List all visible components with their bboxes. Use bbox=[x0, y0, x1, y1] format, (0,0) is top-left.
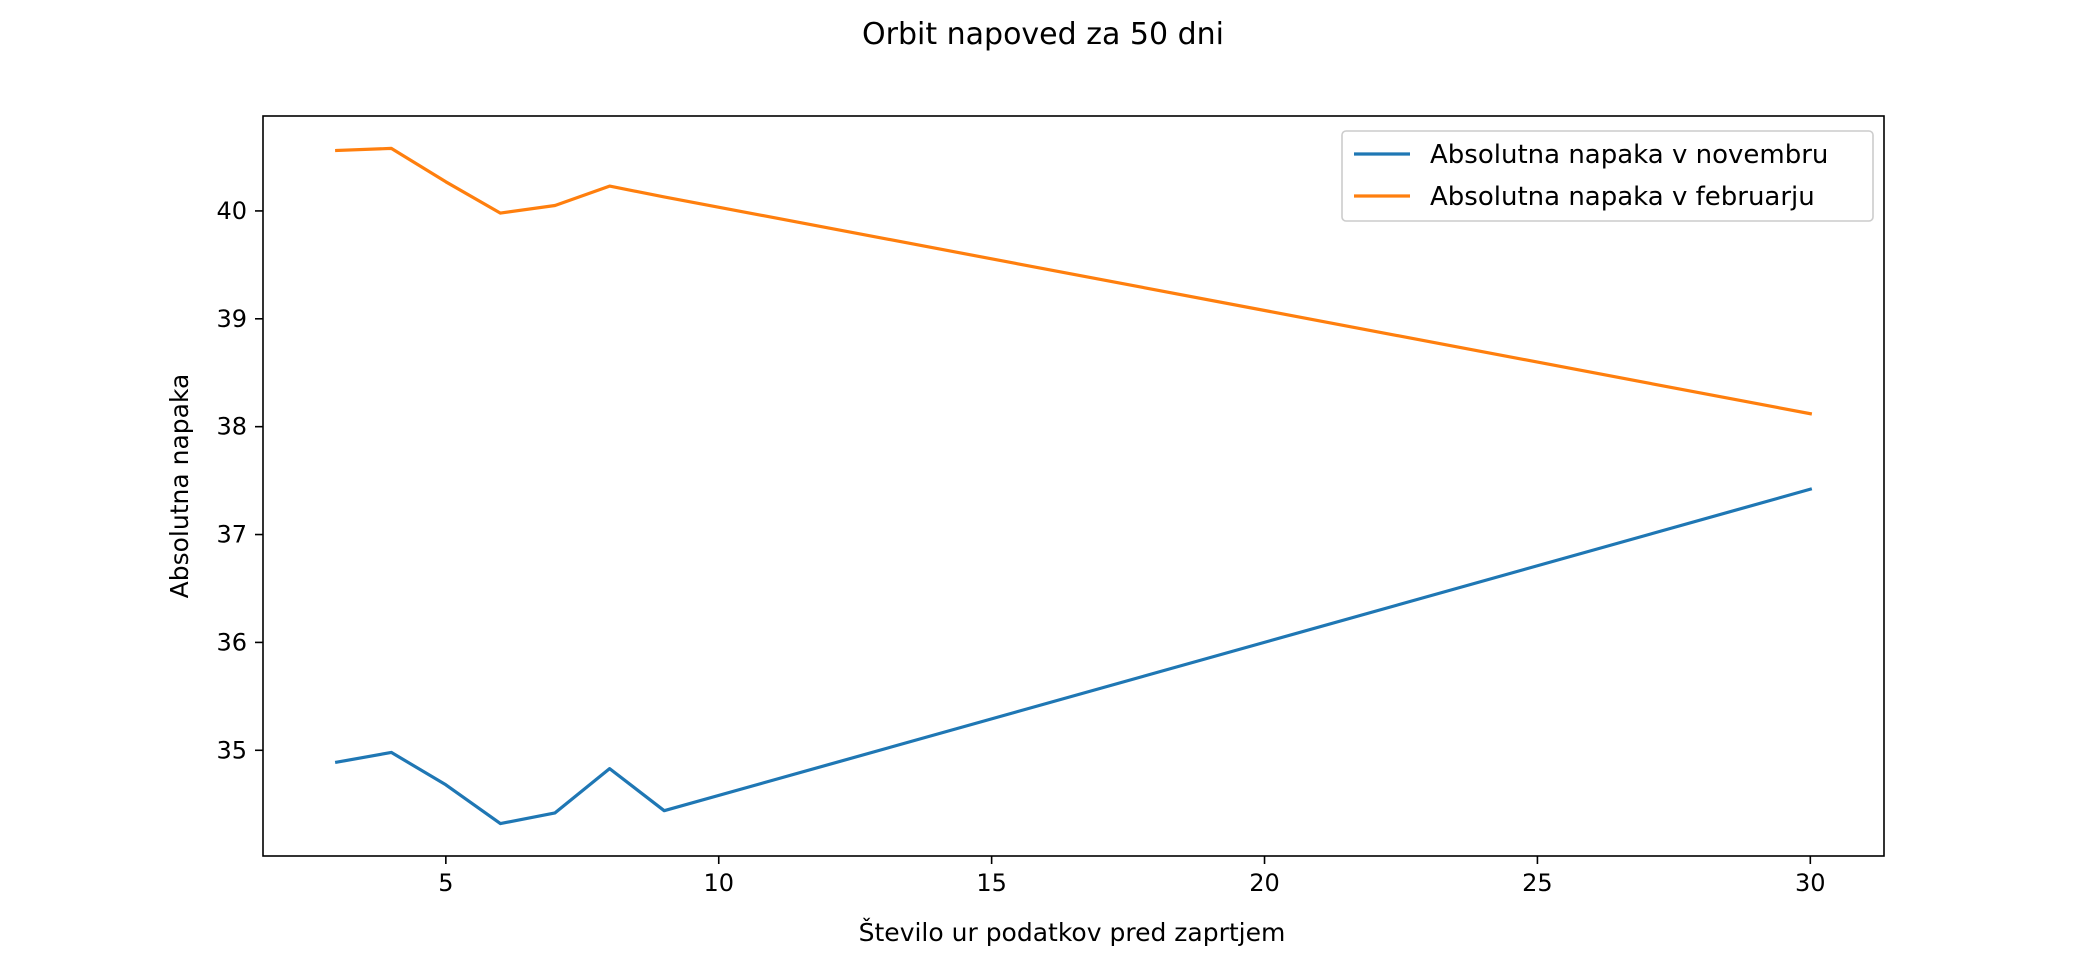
y-tick-label: 35 bbox=[216, 736, 247, 764]
y-tick-label: 36 bbox=[216, 628, 247, 656]
series-line-0 bbox=[334, 487, 1813, 826]
legend-label: Absolutna napaka v februarju bbox=[1430, 182, 1815, 212]
series-lines bbox=[334, 146, 1813, 826]
y-axis-ticks: 35 36 37 38 39 40 bbox=[216, 197, 263, 764]
legend-label: Absolutna napaka v novembru bbox=[1430, 140, 1828, 170]
x-tick-label: 25 bbox=[1522, 869, 1553, 897]
plot-area-frame bbox=[262, 115, 1885, 857]
series-line-1 bbox=[335, 146, 1813, 416]
x-tick-label: 10 bbox=[703, 869, 734, 897]
x-tick-label: 20 bbox=[1249, 869, 1280, 897]
y-tick-label: 40 bbox=[216, 197, 247, 225]
x-tick-label: 5 bbox=[438, 869, 453, 897]
y-axis-title: Absolutna napaka bbox=[165, 374, 194, 599]
chart-title: Orbit napoved za 50 dni bbox=[862, 17, 1224, 52]
x-tick-label: 15 bbox=[976, 869, 1007, 897]
legend-box bbox=[1341, 130, 1874, 222]
x-tick-label: 30 bbox=[1795, 869, 1826, 897]
x-axis-title: Število ur podatkov pred zaprtjem bbox=[859, 917, 1286, 947]
y-tick-label: 37 bbox=[216, 521, 247, 549]
y-tick-label: 39 bbox=[216, 305, 247, 333]
y-tick-label: 38 bbox=[216, 413, 247, 441]
x-axis-ticks: 5 10 15 20 25 30 bbox=[438, 856, 1826, 897]
legend: Absolutna napaka v novembru Absolutna nap… bbox=[1341, 130, 1874, 222]
